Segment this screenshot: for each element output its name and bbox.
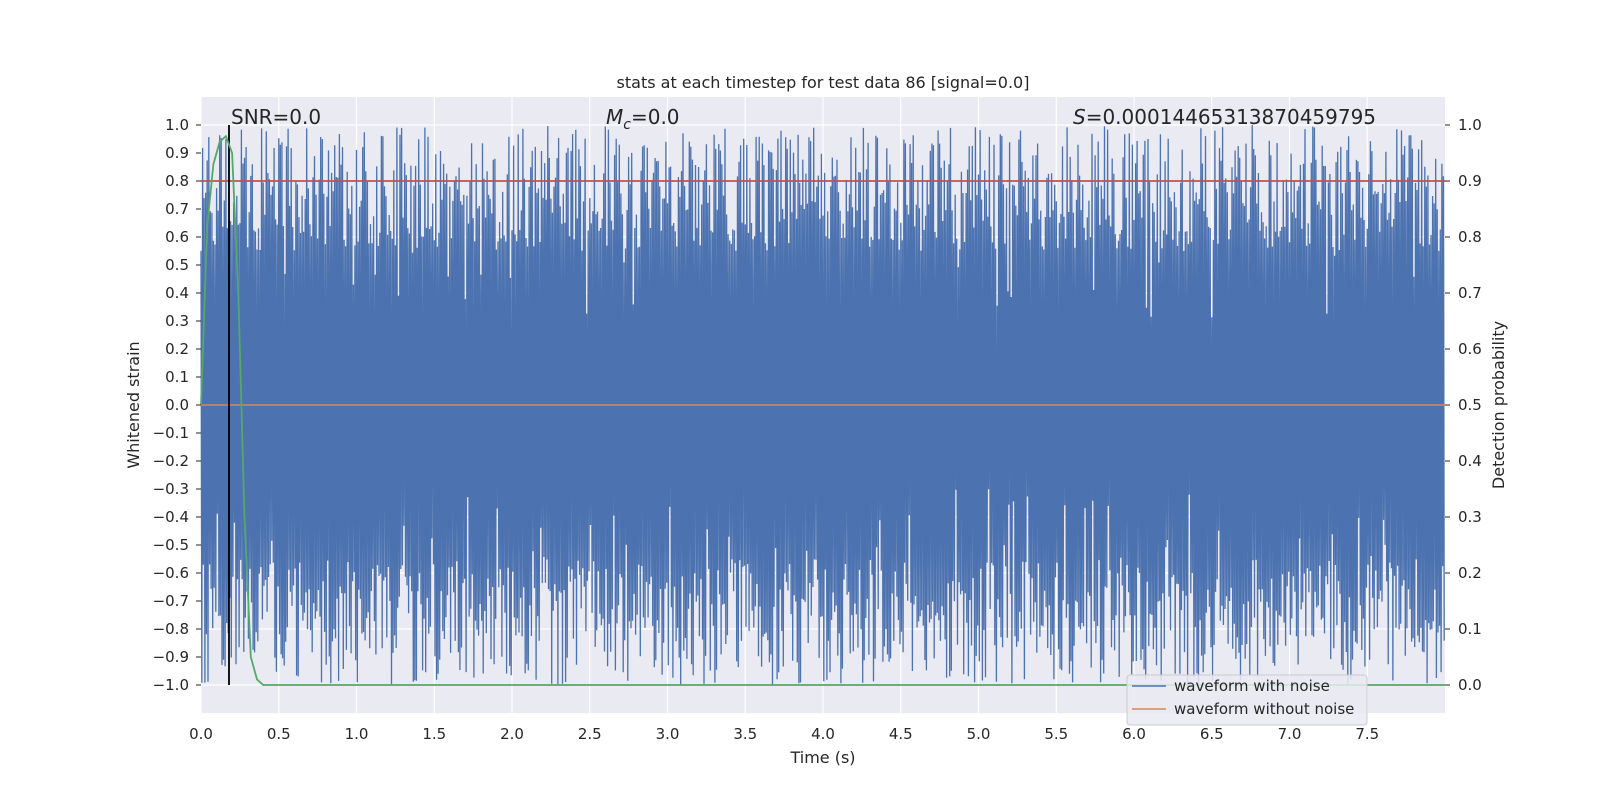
- y-right-tick-label: 0.6: [1458, 340, 1482, 358]
- x-tick-label: 6.5: [1200, 725, 1224, 743]
- x-tick-label: 7.5: [1355, 725, 1379, 743]
- y-tick-label: −0.1: [153, 424, 189, 442]
- noisy-waveform-series: [200, 124, 1445, 686]
- chirp-mass-annotation: Mc=0.0: [606, 105, 680, 133]
- x-tick-label: 1.0: [345, 725, 369, 743]
- y-tick-label: −0.9: [153, 648, 189, 666]
- overlay-lines: [200, 125, 1445, 686]
- y-tick-label: −0.6: [153, 564, 189, 582]
- y-tick-label: −0.3: [153, 480, 189, 498]
- legend-box: [1126, 674, 1368, 726]
- legend-label-clean: waveform without noise: [1174, 700, 1354, 718]
- y-right-axis-title: Detection probability: [1489, 321, 1508, 489]
- y-tick-label: 0.6: [165, 228, 189, 246]
- y-right-tick-label: 0.4: [1458, 452, 1482, 470]
- y-tick-label: 0.4: [165, 284, 189, 302]
- detection-probability-line: [200, 134, 1445, 686]
- y-axis-title: Whitened strain: [124, 341, 143, 468]
- chirp-mass-value: =0.0: [631, 105, 680, 129]
- y-tick-label: 0.9: [165, 144, 189, 162]
- s-symbol: S: [1073, 105, 1086, 129]
- noisy-waveform-line: [200, 124, 1445, 686]
- y-tick-label: −0.5: [153, 536, 189, 554]
- y-right-tick-label: 0.9: [1458, 172, 1482, 190]
- y-right-tick-label: 0.0: [1458, 676, 1482, 694]
- y-tick-label: −0.7: [153, 592, 189, 610]
- x-tick-label: 0.5: [267, 725, 291, 743]
- x-tick-label: 1.5: [422, 725, 446, 743]
- y-tick-label: 0.8: [165, 172, 189, 190]
- x-tick-label: 2.0: [500, 725, 524, 743]
- y-tick-label: −0.8: [153, 620, 189, 638]
- y-tick-label: 0.5: [165, 256, 189, 274]
- y-tick-label: 0.0: [165, 396, 189, 414]
- y-tick-label: 0.3: [165, 312, 189, 330]
- y-tick-label: −0.2: [153, 452, 189, 470]
- x-tick-label: 6.0: [1122, 725, 1146, 743]
- y-right-tick-label: 0.2: [1458, 564, 1482, 582]
- y-right-tick-label: 0.8: [1458, 228, 1482, 246]
- chirp-mass-symbol: M: [606, 105, 623, 129]
- y-right-tick-label: 0.1: [1458, 620, 1482, 638]
- x-tick-label: 2.5: [578, 725, 602, 743]
- x-tick-label: 7.0: [1278, 725, 1302, 743]
- x-tick-label: 3.0: [656, 725, 680, 743]
- legend: waveform with noise waveform without noi…: [1126, 674, 1368, 726]
- y-right-tick-label: 0.5: [1458, 396, 1482, 414]
- y-tick-label: −1.0: [153, 676, 189, 694]
- chirp-mass-subscript: c: [623, 117, 631, 133]
- y-right-tick-label: 0.7: [1458, 284, 1482, 302]
- legend-label-noise: waveform with noise: [1174, 677, 1330, 695]
- x-tick-label: 5.0: [967, 725, 991, 743]
- y-tick-label: 0.7: [165, 200, 189, 218]
- y-right-tick-label: 1.0: [1458, 116, 1482, 134]
- y-tick-label: −0.4: [153, 508, 189, 526]
- x-tick-label: 4.0: [811, 725, 835, 743]
- x-tick-label: 0.0: [189, 725, 213, 743]
- y-tick-label: 0.1: [165, 368, 189, 386]
- x-tick-label: 3.5: [733, 725, 757, 743]
- tick-labels: 0.0 0.5 1.0 1.5 2.0 2.5 3.0 3.5 4.0 4.5 5.0 5.5 6.0 6…: [153, 116, 1482, 743]
- s-annotation: S=0.00014465313870459795: [1073, 105, 1376, 129]
- chart-title: stats at each timestep for test data 86 …: [617, 73, 1030, 92]
- y-right-tick-label: 0.3: [1458, 508, 1482, 526]
- y-tick-label: 1.0: [165, 116, 189, 134]
- x-tick-label: 4.5: [889, 725, 913, 743]
- x-tick-label: 5.5: [1044, 725, 1068, 743]
- s-value: =0.00014465313870459795: [1086, 105, 1376, 129]
- snr-annotation: SNR=0.0: [231, 105, 321, 129]
- y-tick-label: 0.2: [165, 340, 189, 358]
- x-axis-title: Time (s): [789, 748, 855, 767]
